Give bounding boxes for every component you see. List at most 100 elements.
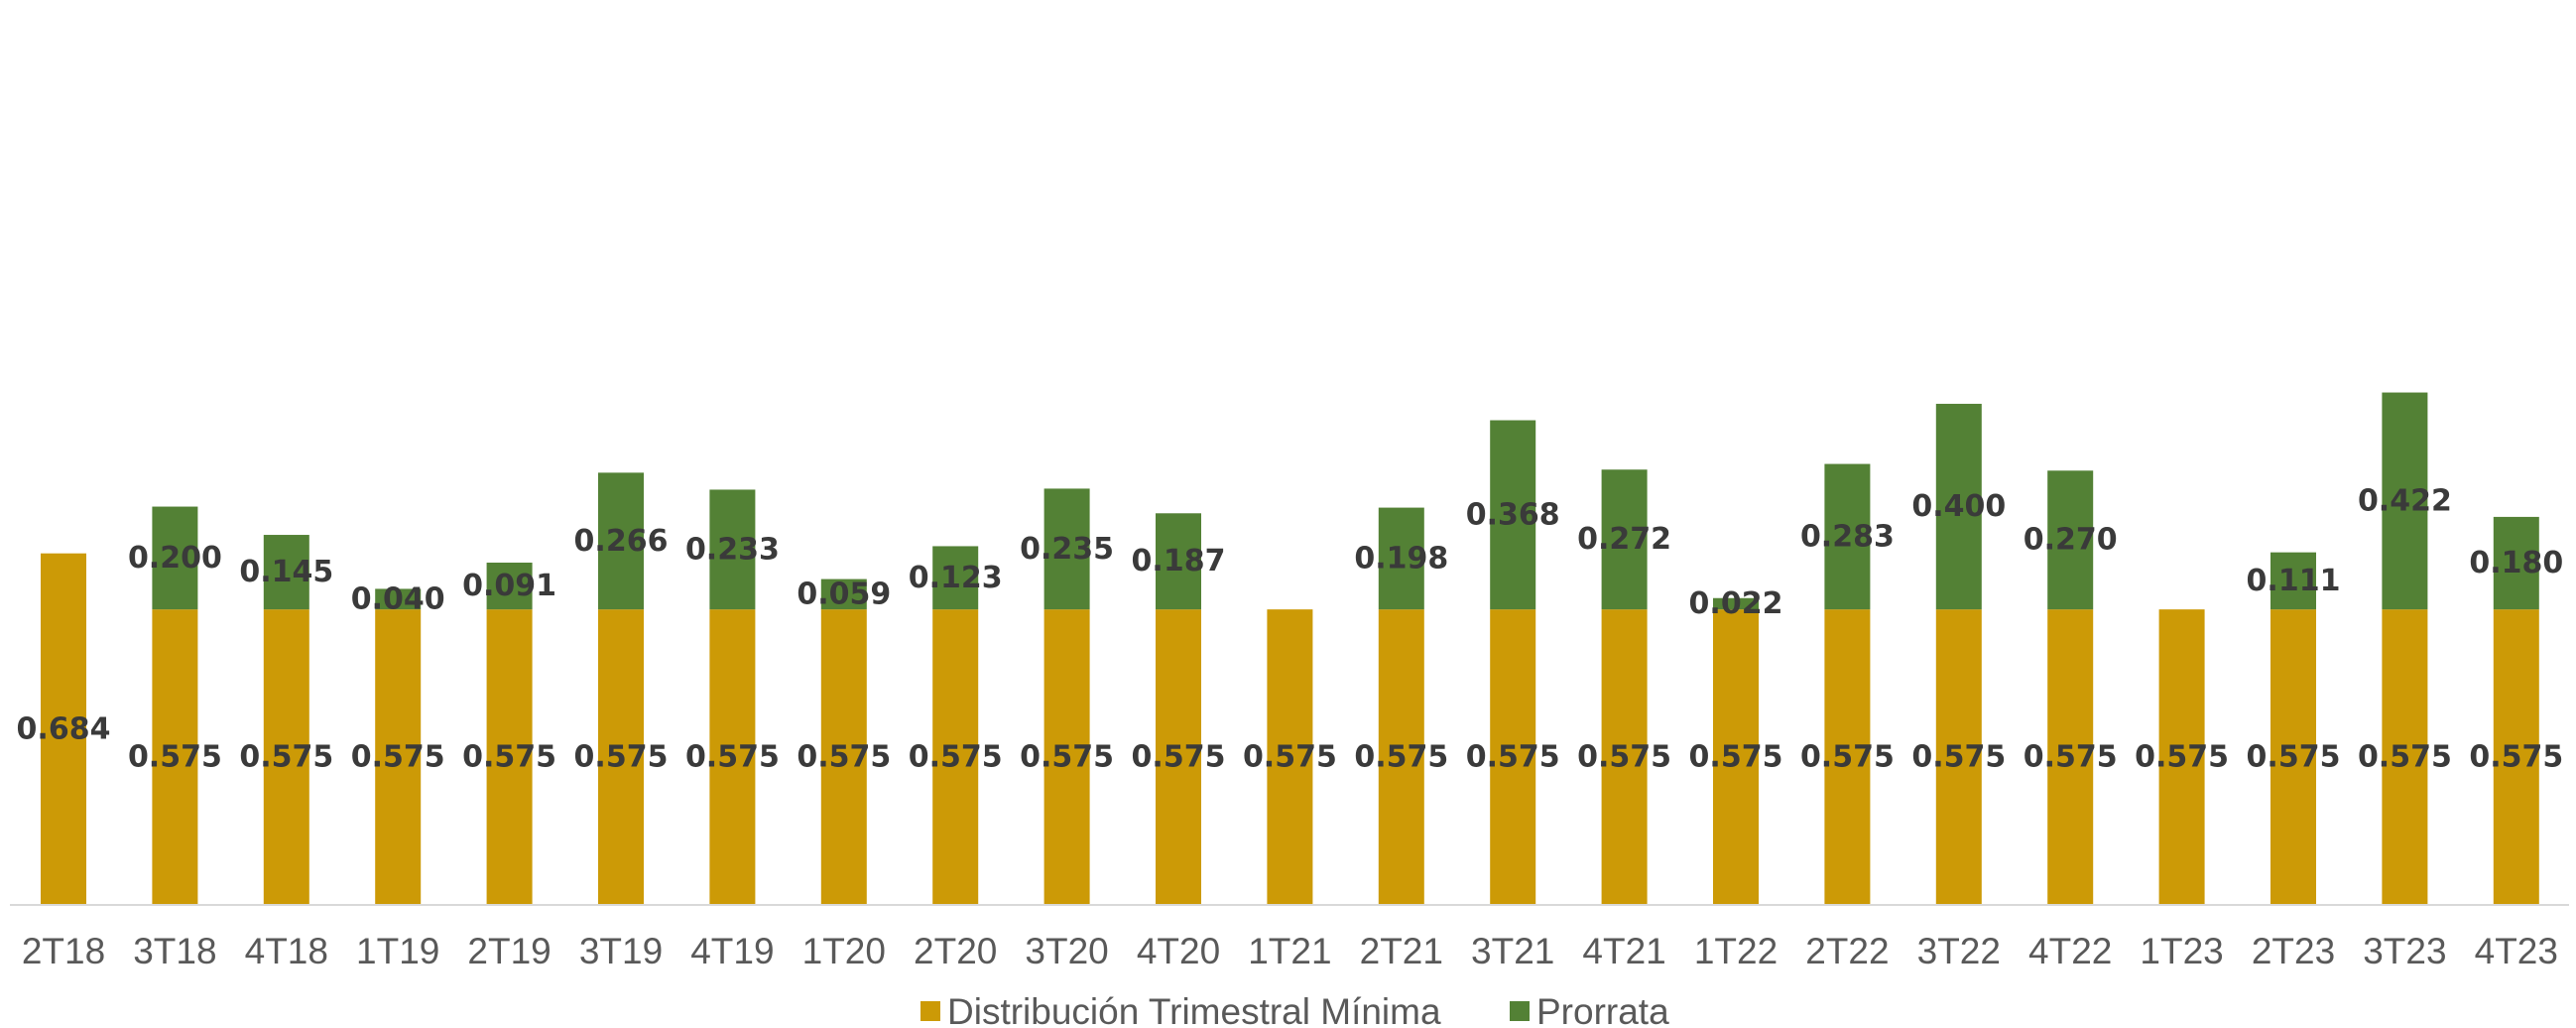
bar-2T22-distribucion: [1824, 609, 1871, 905]
x-tick-label-4T21: 4T21: [1582, 931, 1665, 971]
bar-4T20-distribucion: [1156, 609, 1201, 905]
x-tick-label-1T22: 1T22: [1694, 931, 1778, 971]
data-label-1T19-prorrata: 0.040: [351, 581, 445, 616]
x-tick-label-1T21: 1T21: [1248, 931, 1331, 971]
bar-3T20-distribucion: [1043, 609, 1090, 905]
bar-4T18-prorrata: [263, 535, 309, 610]
bar-3T21-prorrata: [1490, 420, 1536, 610]
bar-4T23-prorrata: [2493, 516, 2539, 610]
bar-3T20-prorrata: [1043, 488, 1090, 610]
data-label-2T22-distribucion: 0.575: [1800, 740, 1895, 775]
data-label-3T21-distribucion: 0.575: [1466, 740, 1560, 775]
data-label-4T21-distribucion: 0.575: [1577, 740, 1671, 775]
data-label-2T23-prorrata: 0.111: [2247, 564, 2341, 598]
bar-3T18-distribucion: [152, 609, 198, 905]
x-tick-label-3T20: 3T20: [1025, 931, 1108, 971]
x-tick-label-3T19: 3T19: [579, 931, 663, 971]
x-tick-label-4T18: 4T18: [245, 931, 328, 971]
x-tick-label-3T18: 3T18: [133, 931, 216, 971]
legend-label-0: Distribución Trimestral Mínima: [947, 991, 1441, 1028]
data-label-3T19-prorrata: 0.266: [574, 524, 669, 559]
x-tick-label-2T20: 2T20: [914, 931, 997, 971]
data-label-2T21-distribucion: 0.575: [1354, 740, 1448, 775]
x-tick-label-1T19: 1T19: [356, 931, 439, 971]
bar-4T22-prorrata: [2047, 470, 2094, 610]
data-label-4T18-distribucion: 0.575: [239, 740, 333, 775]
data-label-4T23-prorrata: 0.180: [2469, 546, 2563, 580]
data-label-3T22-distribucion: 0.575: [1911, 740, 2006, 775]
bar-1T20-prorrata: [820, 578, 867, 610]
x-tick-label-3T21: 3T21: [1471, 931, 1554, 971]
bar-2T19-distribucion: [486, 609, 533, 905]
data-label-2T22-prorrata: 0.283: [1800, 519, 1895, 554]
legend-swatch-0: [920, 1001, 940, 1021]
bar-4T21-distribucion: [1601, 609, 1648, 905]
x-tick-label-4T23: 4T23: [2475, 931, 2558, 971]
legend-label-1: Prorrata: [1536, 991, 1669, 1028]
x-tick-label-2T23: 2T23: [2252, 931, 2335, 971]
x-tick-label-3T23: 3T23: [2363, 931, 2446, 971]
bar-1T22-distribucion: [1713, 609, 1759, 905]
x-tick-label-4T20: 4T20: [1137, 931, 1220, 971]
bar-2T23-prorrata: [2270, 552, 2316, 610]
bar-2T20-distribucion: [932, 609, 979, 905]
data-label-4T18-prorrata: 0.145: [239, 555, 333, 589]
bar-1T23-distribucion: [2158, 609, 2205, 905]
data-label-4T22-prorrata: 0.270: [2024, 523, 2118, 558]
bar-3T23-prorrata: [2382, 392, 2428, 610]
x-tick-label-4T22: 4T22: [2028, 931, 2112, 971]
bar-1T22-prorrata: [1713, 597, 1759, 610]
x-tick-label-3T22: 3T22: [1917, 931, 2001, 971]
data-label-1T19-distribucion: 0.575: [351, 740, 445, 775]
bar-2T20-prorrata: [932, 546, 979, 610]
data-label-3T20-distribucion: 0.575: [1020, 740, 1114, 775]
data-label-2T19-distribucion: 0.575: [462, 740, 556, 775]
data-label-3T22-prorrata: 0.400: [1911, 489, 2006, 524]
data-label-3T21-prorrata: 0.368: [1466, 497, 1560, 532]
bar-1T19-prorrata: [375, 588, 422, 610]
data-label-4T19-prorrata: 0.233: [685, 532, 780, 567]
data-label-1T20-prorrata: 0.059: [797, 577, 891, 611]
data-label-2T19-prorrata: 0.091: [462, 569, 556, 603]
x-tick-labels: 2T18 3T18 4T18 1T19 2T19 3T19 4T19 1T20 2T20 3T20…: [22, 931, 2558, 971]
bar-1T19-distribucion: [375, 609, 422, 905]
bar-4T22-distribucion: [2047, 609, 2094, 905]
data-label-3T23-prorrata: 0.422: [2358, 483, 2452, 518]
bar-1T21-distribucion: [1267, 609, 1313, 905]
x-tick-label-2T19: 2T19: [467, 931, 551, 971]
x-tick-label-2T21: 2T21: [1360, 931, 1443, 971]
bar-3T22-prorrata: [1935, 403, 1982, 610]
bar-2T21-distribucion: [1378, 609, 1424, 905]
data-label-3T20-prorrata: 0.235: [1020, 532, 1114, 567]
data-label-1T21-distribucion: 0.575: [1243, 740, 1337, 775]
x-tick-label-4T19: 4T19: [690, 931, 774, 971]
data-label-4T20-prorrata: 0.187: [1132, 544, 1226, 578]
data-label-1T22-prorrata: 0.022: [1689, 586, 1783, 621]
bar-label-group: 0.684 0.200 0.575 0.145 0.575 0.040 0.575 0.091…: [17, 483, 2564, 774]
x-tick-label-1T23: 1T23: [2140, 931, 2223, 971]
x-tick-label-1T20: 1T20: [802, 931, 886, 971]
bar-3T22-distribucion: [1935, 609, 1982, 905]
x-tick-label-2T22: 2T22: [1805, 931, 1889, 971]
data-label-3T23-distribucion: 0.575: [2358, 740, 2452, 775]
bar-4T20-prorrata: [1156, 513, 1201, 610]
data-label-1T23-distribucion: 0.575: [2135, 740, 2229, 775]
data-label-4T21-prorrata: 0.272: [1577, 522, 1671, 557]
legend: Distribución Trimestral Mínima Prorrata: [920, 991, 1669, 1028]
data-label-3T18-prorrata: 0.200: [128, 541, 222, 576]
bar-3T18-prorrata: [152, 506, 198, 610]
bar-3T21-distribucion: [1490, 609, 1536, 905]
data-label-3T19-distribucion: 0.575: [574, 740, 669, 775]
bar-2T19-prorrata: [486, 563, 533, 610]
bar-4T18-distribucion: [263, 609, 309, 905]
data-label-3T18-distribucion: 0.575: [128, 740, 222, 775]
data-label-2T18-distribucion: 0.684: [17, 711, 111, 746]
bar-1T20-distribucion: [820, 609, 867, 905]
bar-3T19-distribucion: [598, 609, 644, 905]
data-label-4T20-distribucion: 0.575: [1132, 740, 1226, 775]
legend-swatch-1: [1510, 1001, 1530, 1021]
bar-2T22-prorrata: [1824, 463, 1871, 610]
data-label-4T23-distribucion: 0.575: [2469, 740, 2563, 775]
bar-2T18-distribucion: [41, 553, 86, 905]
